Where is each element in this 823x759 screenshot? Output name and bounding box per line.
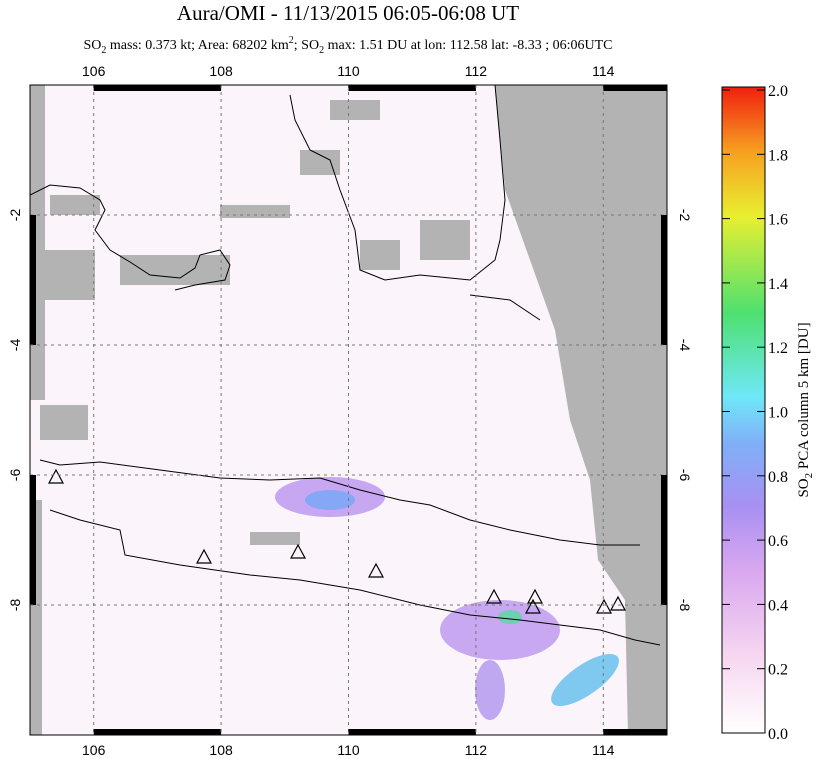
- subtitle-part: SO: [84, 38, 102, 53]
- x-tick-label: 106: [82, 63, 106, 79]
- axes: 106 106 108 108 110 110 112 112 114 114 -2 -2 -4 -4 -6…: [7, 63, 693, 758]
- colorbar-tick-label: 0.8: [768, 469, 788, 486]
- y-tick-label: -4: [7, 339, 23, 352]
- colorbar-label-part: 2: [803, 473, 815, 479]
- frame-tick: [93, 85, 222, 91]
- colorbar-tick-label: 2.0: [768, 83, 788, 100]
- subtitle-part: max: 1.51 DU at lon: 112.58 lat: -8.33 ;…: [324, 38, 612, 53]
- colorbar-tick-label: 1.8: [768, 147, 788, 164]
- colorbar: [721, 86, 766, 734]
- so2-plume: [551, 653, 619, 707]
- subtitle-part: 2: [319, 45, 324, 56]
- x-tick-label: 114: [592, 742, 615, 758]
- subtitle-part: 2: [289, 35, 294, 46]
- so2-plume: [305, 490, 355, 510]
- colorbar-tick-label: 1.2: [768, 340, 788, 357]
- no-data-region: [495, 85, 667, 735]
- so2-plume: [440, 600, 560, 660]
- map-frame: [29, 84, 668, 736]
- x-tick-label: 112: [465, 742, 488, 758]
- x-tick-label: 114: [592, 63, 615, 79]
- colorbar-tick-label: 1.0: [768, 405, 788, 422]
- frame-tick: [603, 85, 667, 91]
- title: Aura/OMI - 11/13/2015 06:05-06:08 UT: [177, 1, 519, 25]
- x-tick-label: 112: [465, 63, 488, 79]
- x-tick-label: 108: [209, 63, 233, 79]
- frame-tick: [661, 215, 667, 345]
- colorbar-tick-label: 0.2: [768, 662, 788, 679]
- y-tick-label: -4: [677, 339, 693, 352]
- x-tick-label: 110: [337, 63, 360, 79]
- frame-tick: [30, 215, 36, 345]
- frame-tick: [348, 85, 476, 91]
- y-tick-label: -8: [677, 599, 693, 612]
- colorbar-label-part: PCA column 5 km [DU]: [796, 322, 812, 472]
- colorbar-tick-label: 1.4: [768, 276, 788, 293]
- subtitle-part: mass: 0.373 kt; Area: 68202 km: [106, 38, 288, 53]
- frame-tick: [30, 475, 36, 605]
- subtitle: SO2 mass: 0.373 kt; Area: 68202 km2; SO2…: [84, 35, 613, 56]
- y-tick-label: -6: [677, 469, 693, 482]
- colorbar-tick-label: 1.6: [768, 212, 788, 229]
- colorbar-tick-label: 0.6: [768, 533, 788, 550]
- colorbar-tick-label: 0.0: [768, 726, 788, 743]
- colorbar-tick-label: 0.4: [768, 597, 788, 614]
- y-tick-label: -6: [7, 469, 23, 482]
- subtitle-part: 2: [101, 45, 106, 56]
- x-tick-label: 108: [209, 742, 233, 758]
- y-tick-label: -8: [7, 599, 23, 612]
- colorbar-label-part: SO: [796, 478, 812, 497]
- x-tick-label: 106: [82, 742, 106, 758]
- frame-tick: [348, 729, 476, 735]
- volcano-markers: [47, 468, 627, 614]
- x-tick-label: 110: [337, 742, 360, 758]
- y-tick-label: -2: [7, 209, 23, 222]
- frame-tick: [603, 729, 667, 735]
- y-tick-label: -2: [677, 209, 693, 222]
- frame-tick: [661, 475, 667, 605]
- colorbar-label: SO2 PCA column 5 km [DU]: [796, 322, 815, 497]
- so2-plume: [498, 610, 522, 624]
- so2-plume: [475, 660, 505, 720]
- coastlines: [30, 85, 661, 646]
- subtitle-part: ; SO: [294, 38, 319, 53]
- frame-tick: [93, 729, 222, 735]
